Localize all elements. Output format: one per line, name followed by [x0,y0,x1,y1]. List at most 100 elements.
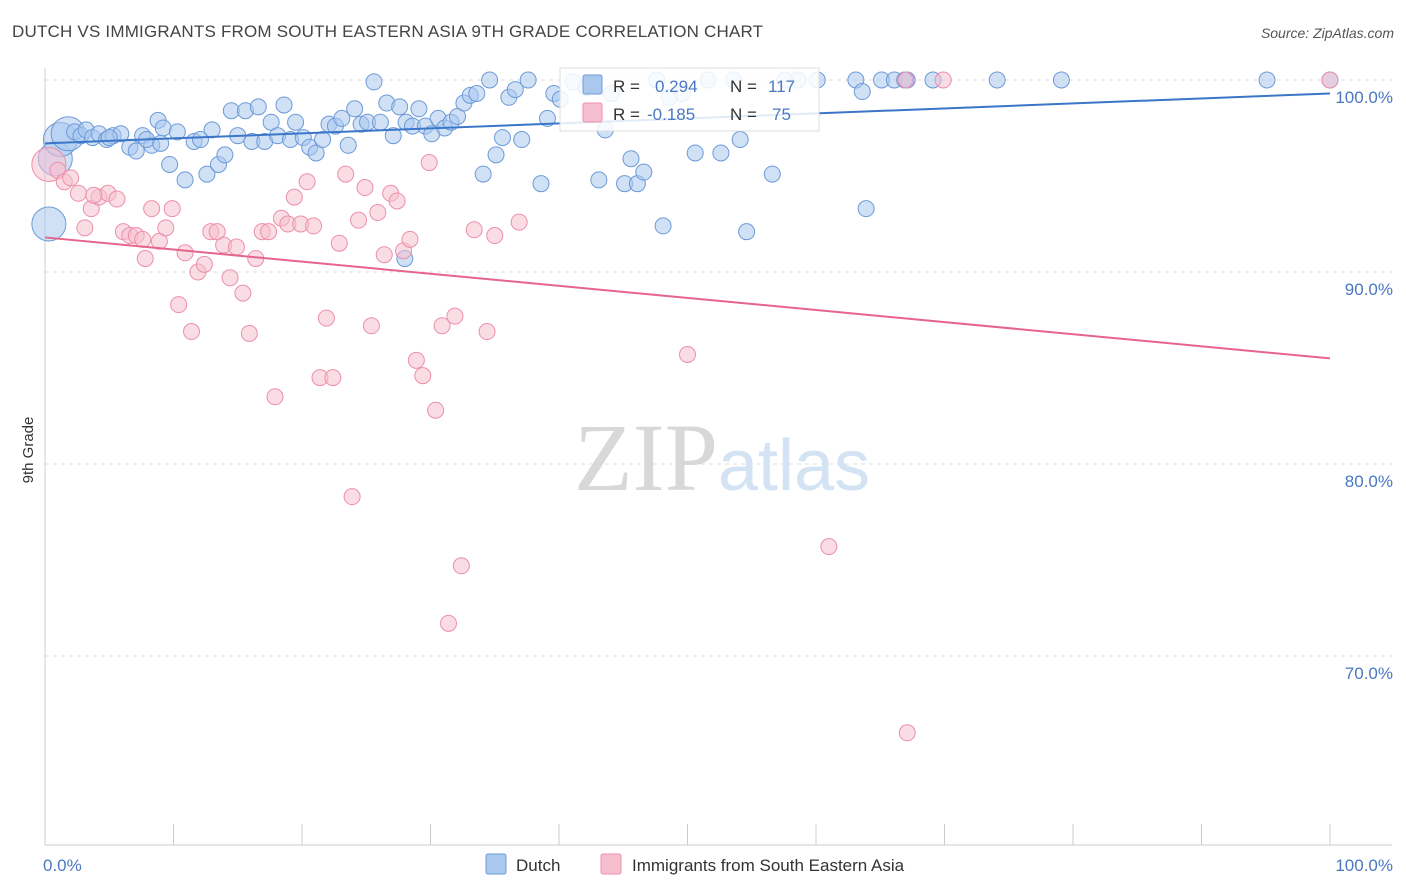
immigrants-point-67 [510,213,528,231]
dutch-r-label: R = [613,77,640,96]
immigrants-point-56 [407,351,425,369]
immigrants-point-70 [897,71,915,89]
y-tick-label-0: 100.0% [1335,88,1393,107]
immigrants-point-29 [234,284,252,302]
immigrants-point-71 [898,724,916,742]
dutch-point-71 [506,81,524,99]
dutch-point-80 [590,171,608,189]
legend-dutch-label: Dutch [516,856,560,875]
immigrants-point-69 [820,538,838,556]
dutch-point-67 [481,71,499,89]
y-axis-title: 9th Grade [20,417,37,484]
immigrants-point-44 [330,234,348,252]
immigrants-point-21 [182,323,200,341]
legend-dutch-swatch [485,853,507,875]
immigrants-point-74 [85,186,103,204]
axes [44,68,1392,846]
dutch-r-value: 0.294 [655,77,698,96]
immigrants-point-61 [439,614,457,632]
immigrants-n-value: 75 [772,105,791,124]
dutch-point-86 [635,163,653,181]
x-tick-label-0: 0.0% [43,856,82,875]
immigrants-point-18 [163,200,181,218]
immigrants-point-19 [170,296,188,314]
dutch-point-75 [538,109,556,127]
dutch-point-110 [1052,71,1070,89]
immigrants-point-73 [1321,71,1339,89]
immigrants-point-14 [136,250,154,268]
dutch-point-73 [519,71,537,89]
immigrants-stat-swatch [582,102,603,123]
dutch-point-24 [203,121,221,139]
watermark-zip: ZIP [574,404,718,511]
immigrants-point-27 [221,269,239,287]
dutch-point-66 [474,165,492,183]
immigrants-point-9 [108,190,126,208]
y-tick-label-2: 80.0% [1345,472,1393,491]
x-tick-label-1: 100.0% [1335,856,1393,875]
dutch-point-26 [216,146,234,164]
immigrants-point-51 [375,246,393,264]
dutch-point-69 [493,129,511,147]
immigrants-point-72 [934,71,952,89]
dutch-point-68 [487,146,505,164]
immigrants-point-28 [227,238,245,256]
dutch-point-45 [339,136,357,154]
immigrants-point-57 [414,367,432,385]
legend-immigrants-label: Immigrants from South Eastern Asia [632,856,905,875]
y-tick-label-3: 70.0% [1345,664,1393,683]
y-tick-label-1: 90.0% [1345,280,1393,299]
immigrants-point-49 [362,317,380,335]
dutch-point-56 [410,100,428,118]
y-tick-labels: 100.0% 90.0% 80.0% 70.0% [1335,88,1393,683]
immigrants-point-50 [369,203,387,221]
immigrants-point-39 [298,173,316,191]
dutch-n-value: 117 [768,77,795,96]
dutch-point-93 [712,144,730,162]
immigrants-point-58 [420,154,438,172]
dutch-points [31,71,1339,268]
immigrants-point-53 [388,192,406,210]
immigrants-point-46 [343,488,361,506]
immigrants-point-5 [76,219,94,237]
immigrants-point-4 [69,184,87,202]
dutch-point-41 [314,131,332,149]
immigrants-point-65 [478,323,496,341]
immigrants-point-13 [134,230,152,248]
immigrants-point-63 [452,557,470,575]
immigrants-point-64 [465,221,483,239]
legend: Dutch Immigrants from South Eastern Asia [485,853,905,875]
watermark-atlas: atlas [718,426,870,506]
immigrants-point-3 [62,169,80,187]
immigrants-point-15 [143,200,161,218]
x-tick-labels: 0.0% 100.0% [43,856,1393,875]
dutch-n-label: N = [730,77,757,96]
dutch-point-49 [365,73,383,91]
immigrants-point-17 [157,219,175,237]
immigrants-n-label: N = [730,105,757,124]
immigrants-point-23 [195,255,213,273]
dutch-point-91 [686,144,704,162]
source-credit: Source: ZipAtlas.com [1260,25,1394,41]
immigrants-points [31,71,1339,742]
dutch-point-84 [622,150,640,168]
immigrants-point-47 [350,211,368,229]
dutch-point-72 [513,131,531,149]
dutch-point-35 [275,96,293,114]
dutch-point-50 [371,113,389,131]
immigrants-r-label: R = [613,105,640,124]
dutch-point-105 [853,83,871,101]
stats-box-frame [559,67,820,132]
dutch-point-116 [100,129,118,147]
dutch-point-44 [333,109,351,127]
immigrants-point-42 [317,309,335,327]
immigrants-point-68 [679,346,696,364]
dutch-point-106 [857,200,875,218]
dutch-point-37 [287,113,305,131]
x-ticks [44,824,1331,845]
dutch-point-74 [532,175,550,193]
immigrants-point-60 [433,317,451,335]
watermark: ZIP atlas [574,404,870,511]
dutch-point-53 [391,98,409,116]
